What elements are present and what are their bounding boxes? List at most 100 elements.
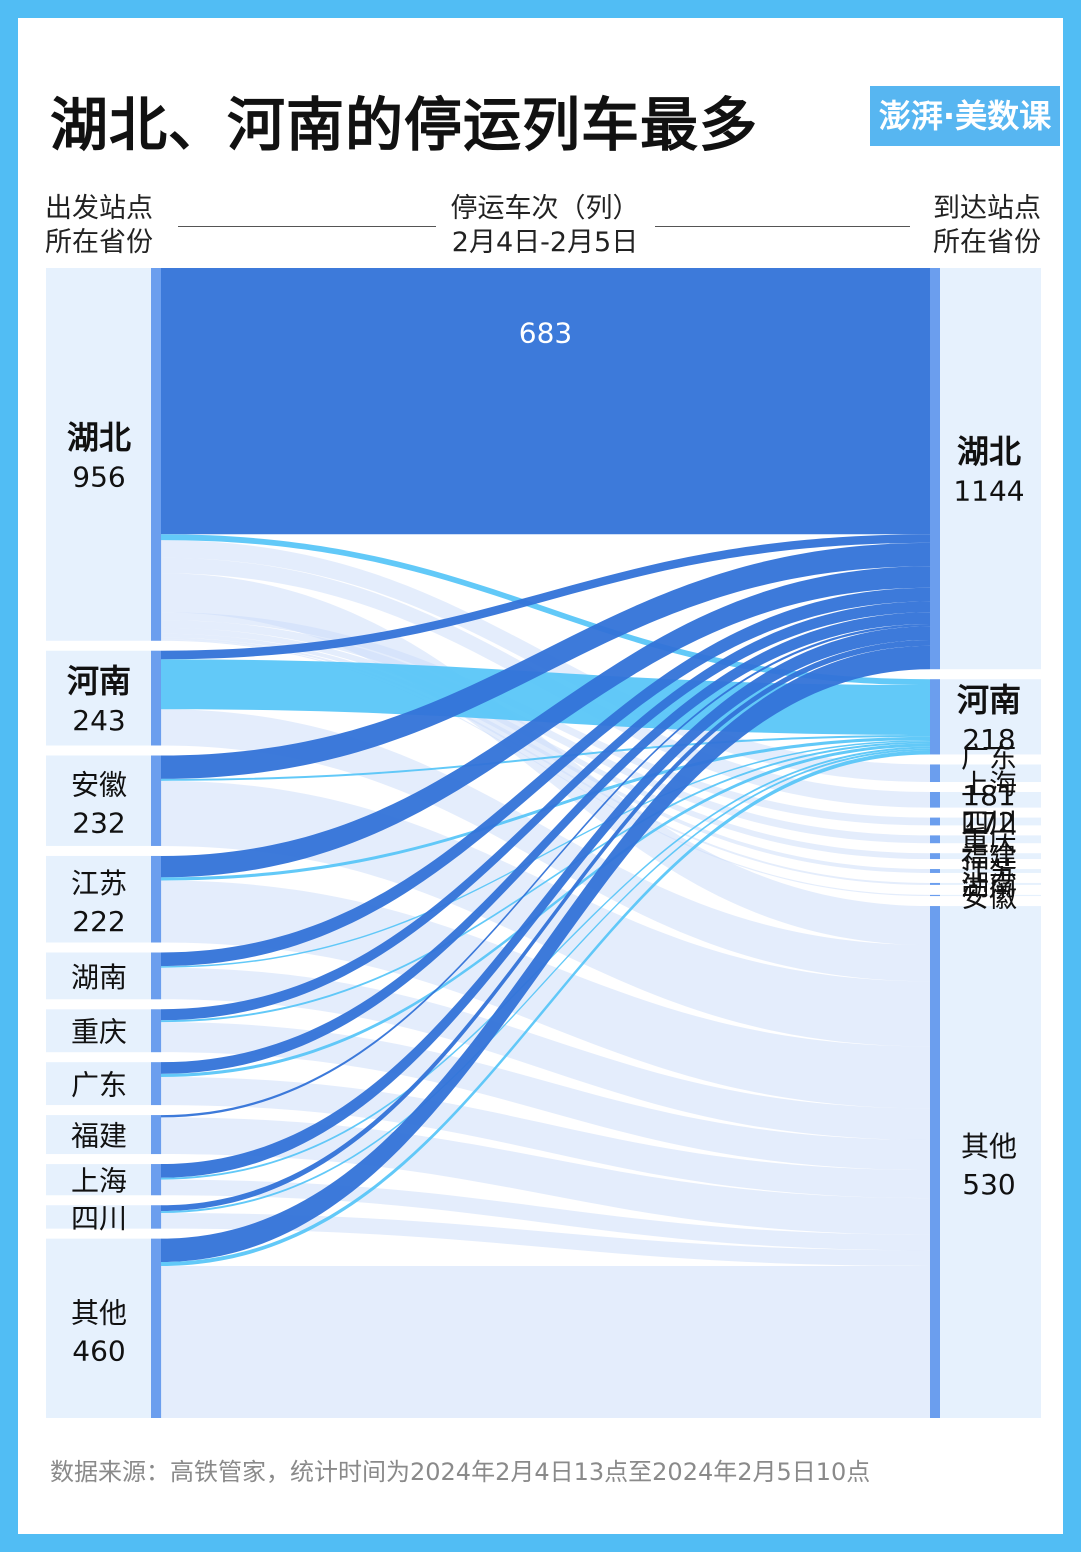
label-layer: 683湖北956河南243安徽232江苏222湖南重庆广东福建上海四川其他460… [67,317,1025,1368]
source-node-9-bg [46,1205,162,1229]
target-node-6-bar [930,853,940,860]
source-node-5-bg [46,1009,162,1053]
source-node-10-label: 其他 [71,1296,127,1329]
source-node-8-bar [151,1164,161,1196]
flow-26 [161,612,930,1074]
flow-27 [161,743,930,1077]
target-node-1-value: 218 [962,723,1015,756]
target-node-5-label: 重庆 [961,824,1017,857]
source-node-1-bg [46,650,162,746]
flow-35 [161,748,930,1214]
source-node-1-value: 243 [72,704,125,737]
target-node-6-bg [930,853,1041,860]
target-node-9-bar [930,894,940,897]
source-node-9-bar [151,1205,161,1229]
flow-37 [161,645,930,1263]
data-source-note: 数据来源：高铁管家，统计时间为2024年2月4日13点至2024年2月5日10点 [50,1458,871,1486]
target-node-7-bg [930,869,1041,873]
source-node-5-label: 重庆 [71,1016,127,1049]
target-node-9-bg [930,894,1041,897]
source-node-6-bar [151,1062,161,1106]
target-node-3-value: 172 [962,806,1015,839]
header-divider-left [178,226,436,227]
flow-14 [161,542,930,779]
source-node-10-value: 460 [72,1334,125,1367]
middle-header-line-1: 停运车次（列） [450,193,640,224]
source-node-0-value: 956 [72,460,125,493]
target-node-6-label: 福建 [961,841,1017,874]
target-node-3-bg [930,792,1041,808]
source-node-3-bar [151,855,161,943]
source-node-8-bg [46,1164,162,1196]
source-node-7-bg [46,1115,162,1155]
left-header-line-1: 出发站点 [45,193,153,224]
target-node-1-bar [930,679,940,755]
source-node-0-bar [151,268,161,641]
target-node-5-bar [930,835,940,844]
flow-layer [161,268,930,1418]
page-title: 湖北、河南的停运列车最多 [50,91,759,159]
source-node-6-bg [46,1062,162,1106]
flow-11 [161,534,930,660]
node-layer [46,268,1041,1418]
right-axis-header: 到达站点 所在省份 [933,192,1041,260]
target-node-0-bg [930,268,1041,670]
target-node-5-bg [930,835,1041,844]
source-node-0-bg [46,268,162,641]
source-node-2-value: 232 [72,807,125,840]
header-divider-right [655,226,910,227]
flow-15 [161,734,930,781]
middle-header: 停运车次（列） 2月4日-2月5日 [440,192,650,260]
flow-36 [161,1213,930,1266]
source-node-4-bg [46,952,162,1000]
flow-38 [161,750,930,1266]
brand-logo: 澎湃·美数课 [870,86,1060,146]
source-node-6-label: 广东 [71,1069,127,1102]
flow-24 [161,741,930,1023]
source-node-2-bar [151,755,161,846]
source-node-7-bar [151,1115,161,1155]
target-node-2-bar [930,764,940,783]
flow-0 [161,268,930,535]
flow-29 [161,623,930,1118]
source-node-5-bar [151,1009,161,1053]
source-node-7-label: 福建 [71,1120,127,1153]
target-node-7-bar [930,869,940,873]
flow-19 [161,880,930,1109]
source-node-0-label: 湖北 [67,418,131,456]
left-axis-header: 出发站点 所在省份 [45,192,153,260]
target-node-0-value: 1144 [953,475,1024,508]
source-node-3-label: 江苏 [71,867,127,900]
target-node-10-value: 530 [962,1168,1015,1201]
target-node-2-bg [930,764,1041,783]
flow-0-label: 683 [519,317,572,350]
source-node-1-label: 河南 [67,662,131,700]
flow-17 [161,566,930,878]
right-header-line-1: 到达站点 [933,193,1041,224]
target-node-0-bar [930,268,940,670]
target-node-4-bg [930,817,1041,826]
target-node-2-label: 广东 [961,741,1017,774]
flow-12 [161,659,930,735]
target-node-8-bg [930,882,1041,885]
target-node-1-bg [930,679,1041,755]
source-node-8-label: 上海 [71,1165,127,1198]
flow-21 [161,740,930,968]
target-node-4-label: 四川 [961,806,1017,839]
target-node-8-bar [930,882,940,885]
flow-4 [161,573,930,946]
target-node-1-label: 河南 [957,681,1021,719]
source-node-10-bg [46,1238,162,1418]
target-node-10-bg [930,906,1041,1418]
right-header-line-2: 所在省份 [933,227,1041,258]
left-header-line-2: 所在省份 [45,227,153,258]
flow-33 [161,1179,930,1251]
flow-34 [161,639,930,1212]
flow-31 [161,626,930,1178]
target-node-4-bar [930,817,940,826]
flow-39 [161,1265,930,1418]
source-node-3-value: 222 [72,905,125,938]
target-node-3-label: 上海 [961,768,1017,801]
target-node-7-label: 江苏 [961,856,1017,889]
